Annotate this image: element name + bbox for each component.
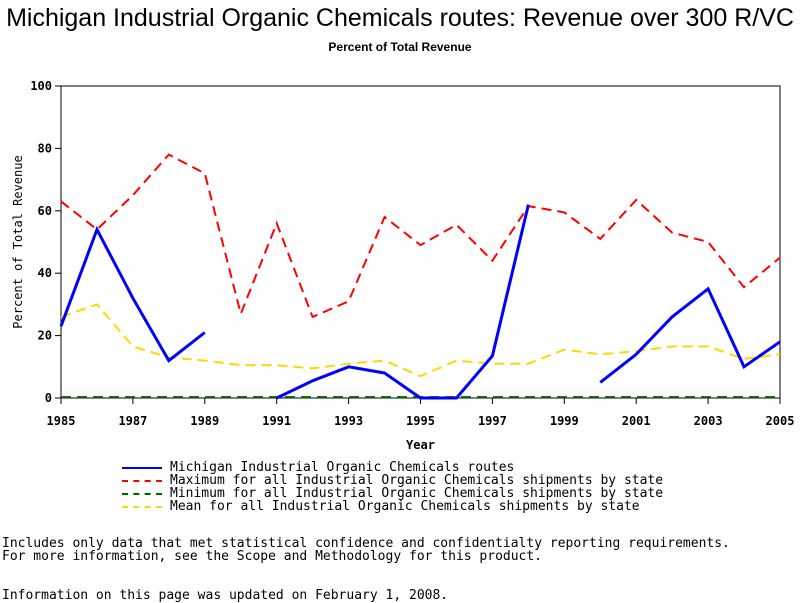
legend-swatch [122,479,162,482]
chart-legend: Michigan Industrial Organic Chemicals ro… [122,460,664,514]
legend-swatch [122,466,162,469]
legend-swatch [122,505,162,508]
chart-title: Michigan Industrial Organic Chemicals ro… [6,4,794,32]
legend-label: Maximum for all Industrial Organic Chemi… [170,473,664,488]
plot-frame [60,85,781,399]
x-tick-label: 1999 [550,414,579,428]
x-tick-label: 1989 [190,414,219,428]
series-line-1 [60,153,781,319]
line-chart: 0 20 40 60 80 100 1985 1987 1989 1991 1993 1995 1997… [11,79,795,452]
y-axis-label: Percent of Total Revenue [11,155,25,328]
series-line-0 [599,286,781,384]
y-tick-label: 0 [45,391,52,405]
y-tick-label: 20 [38,329,52,343]
legend-swatch [122,492,162,495]
y-tick-label: 40 [38,266,52,280]
footnote-line: Includes only data that met statistical … [2,536,730,551]
legend-item: Michigan Industrial Organic Chemicals ro… [122,460,663,475]
legend-label: Michigan Industrial Organic Chemicals ro… [170,460,515,475]
legend-label: Minimum for all Industrial Organic Chemi… [170,486,664,501]
x-tick-label: 1985 [47,414,76,428]
x-axis-label: Year [406,438,435,452]
x-tick-label: 1993 [334,414,363,428]
x-tick-label: 1997 [478,414,507,428]
footnote-line: For more information, see the Scope and … [2,549,543,564]
x-tick-label: 1995 [406,414,435,428]
x-tick-label: 2001 [622,414,651,428]
update-note: Information on this page was updated on … [2,588,449,603]
series-line-0 [276,204,530,400]
chart-subtitle: Percent of Total Revenue [328,40,472,54]
x-tick-label: 2003 [694,414,723,428]
x-tick-label: 1987 [118,414,147,428]
x-tick-label: 1991 [262,414,291,428]
y-tick-label: 100 [30,79,52,93]
legend-item: Maximum for all Industrial Organic Chemi… [122,473,664,488]
legend-item: Mean for all Industrial Organic Chemical… [122,499,663,514]
footnotes: Includes only data that met statistical … [2,537,730,563]
y-tick-label: 60 [38,204,52,218]
legend-item: Minimum for all Industrial Organic Chemi… [122,486,664,501]
series-line-0 [59,225,206,363]
series-line-3 [60,303,781,378]
legend-label: Mean for all Industrial Organic Chemical… [170,499,640,514]
x-tick-label: 2005 [766,414,795,428]
y-tick-label: 80 [38,141,52,155]
